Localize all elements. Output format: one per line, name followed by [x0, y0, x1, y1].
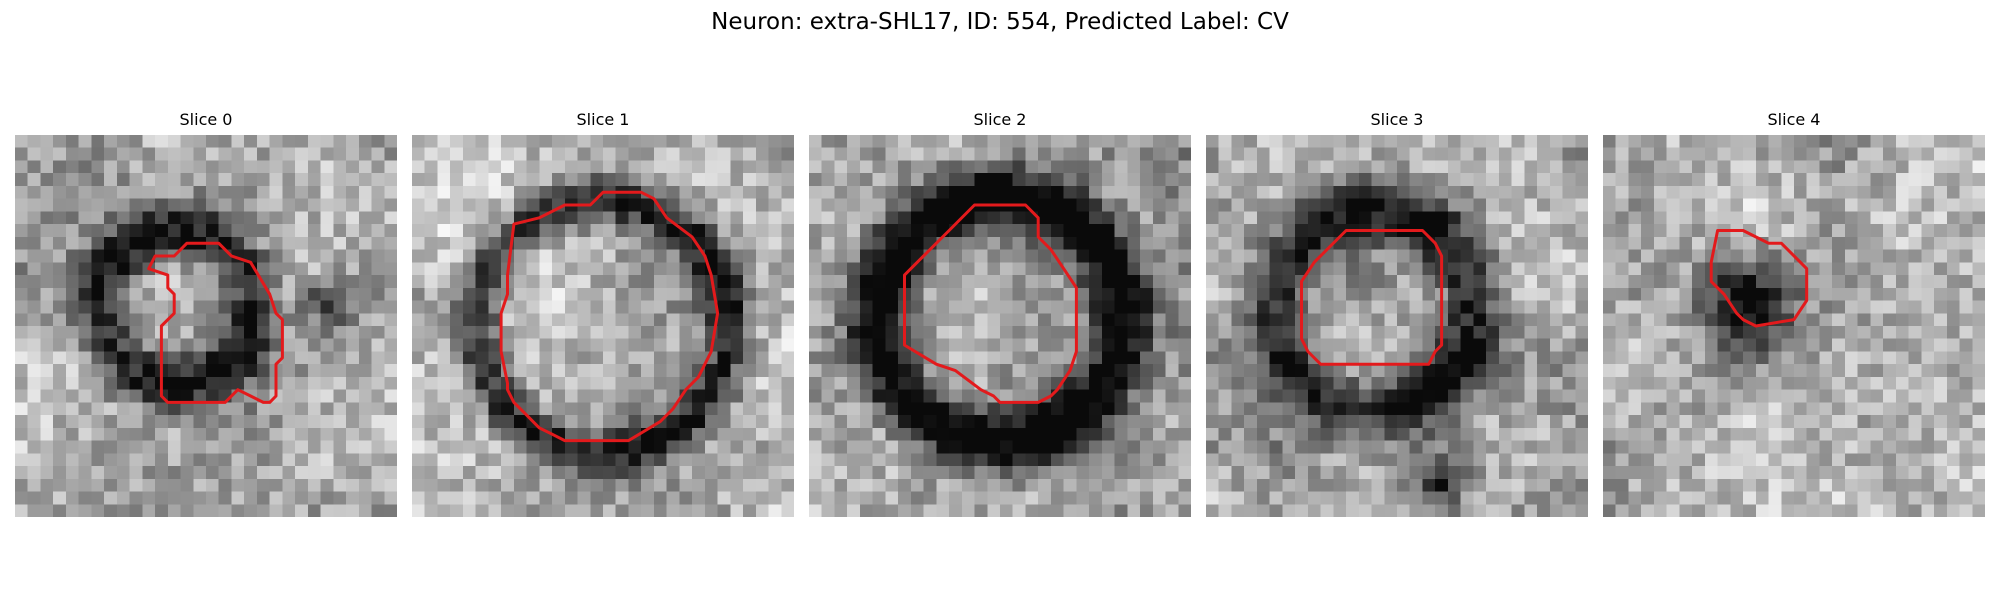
slice-pixels	[1603, 135, 1985, 517]
slice-image-1	[412, 135, 794, 517]
slice-title-3: Slice 3	[1370, 110, 1424, 129]
slice-pixels	[15, 135, 397, 517]
segmentation-contour	[903, 203, 1078, 404]
slice-panel-1: Slice 1	[412, 108, 794, 520]
slice-panel-4: Slice 4	[1603, 108, 1985, 520]
segmentation-contour	[1709, 229, 1809, 328]
slice-title-1: Slice 1	[576, 110, 630, 129]
slice-title-4: Slice 4	[1767, 110, 1821, 129]
slice-pixels	[809, 135, 1191, 517]
segmentation-contour	[147, 241, 284, 404]
figure-title: Neuron: extra-SHL17, ID: 554, Predicted …	[711, 9, 1289, 35]
slice-panel-0: Slice 0	[15, 108, 397, 520]
slice-panel-2: Slice 2	[809, 108, 1191, 520]
segmentation-contour	[1300, 229, 1444, 366]
slice-image-3	[1206, 135, 1588, 517]
slice-title-2: Slice 2	[973, 110, 1027, 129]
slice-image-4	[1603, 135, 1985, 517]
slice-panel-3: Slice 3	[1206, 108, 1588, 520]
slice-title-0: Slice 0	[179, 110, 233, 129]
slice-pixels	[412, 135, 794, 517]
segmentation-contour	[499, 190, 720, 443]
slice-image-0	[15, 135, 397, 517]
slice-pixels	[1206, 135, 1588, 517]
slice-image-2	[809, 135, 1191, 517]
